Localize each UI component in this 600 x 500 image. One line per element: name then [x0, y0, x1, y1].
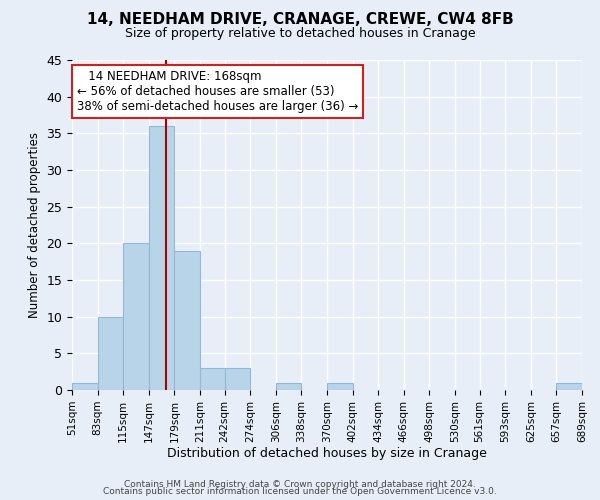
Bar: [98, 316, 123, 390]
Bar: [224, 368, 250, 390]
Y-axis label: Number of detached properties: Number of detached properties: [28, 132, 41, 318]
Bar: [175, 250, 200, 390]
Text: 14 NEEDHAM DRIVE: 168sqm
← 56% of detached houses are smaller (53)
38% of semi-d: 14 NEEDHAM DRIVE: 168sqm ← 56% of detach…: [77, 70, 358, 113]
X-axis label: Distribution of detached houses by size in Cranage: Distribution of detached houses by size …: [167, 448, 487, 460]
Text: Size of property relative to detached houses in Cranage: Size of property relative to detached ho…: [125, 28, 475, 40]
Bar: [123, 244, 149, 390]
Bar: [276, 382, 301, 390]
Text: 14, NEEDHAM DRIVE, CRANAGE, CREWE, CW4 8FB: 14, NEEDHAM DRIVE, CRANAGE, CREWE, CW4 8…: [86, 12, 514, 28]
Bar: [556, 382, 582, 390]
Bar: [327, 382, 353, 390]
Text: Contains HM Land Registry data © Crown copyright and database right 2024.: Contains HM Land Registry data © Crown c…: [124, 480, 476, 489]
Text: Contains public sector information licensed under the Open Government Licence v3: Contains public sector information licen…: [103, 487, 497, 496]
Bar: [72, 382, 98, 390]
Bar: [149, 126, 175, 390]
Bar: [200, 368, 224, 390]
